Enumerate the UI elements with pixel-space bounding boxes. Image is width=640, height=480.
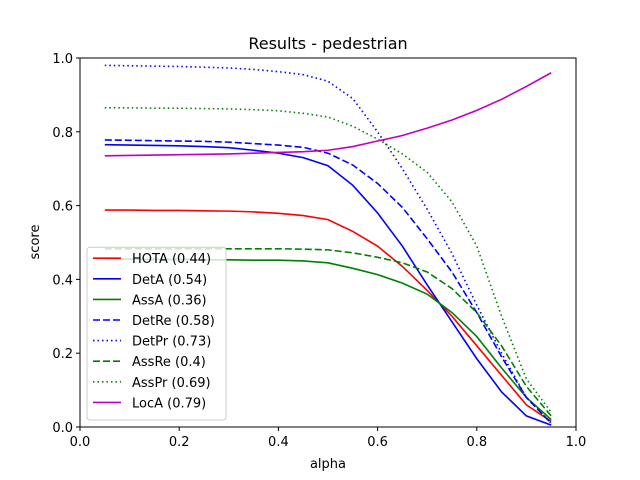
- series-line: [104, 64, 552, 424]
- plot-frame: [79, 57, 577, 428]
- legend-label: AssPr (0.69): [132, 376, 211, 391]
- y-tick-label: 0.4: [52, 273, 73, 288]
- y-tick-label: 0.2: [52, 347, 73, 362]
- x-tick-label: 0.8: [466, 435, 487, 450]
- series-line: [104, 209, 552, 423]
- legend-box: [86, 246, 227, 421]
- y-tick-label: 1.0: [52, 52, 73, 67]
- legend-label: DetRe (0.58): [132, 314, 215, 329]
- legend-label: AssA (0.36): [132, 293, 207, 308]
- legend-label: DetPr (0.73): [132, 335, 211, 350]
- series-line: [104, 72, 552, 157]
- series-line: [104, 143, 552, 426]
- y-tick-label: 0.0: [52, 421, 73, 436]
- y-tick-label: 0.8: [52, 126, 73, 141]
- x-tick-label: 1.0: [566, 435, 587, 450]
- series-line: [104, 139, 552, 424]
- x-tick-label: 0.2: [169, 435, 190, 450]
- legend-label: HOTA (0.44): [132, 252, 211, 267]
- legend-label: LocA (0.79): [132, 396, 206, 411]
- x-tick-label: 0.0: [70, 435, 91, 450]
- y-tick-label: 0.6: [52, 200, 73, 215]
- x-axis-label: alpha: [310, 457, 346, 472]
- legend-label: AssRe (0.4): [132, 355, 206, 370]
- y-axis-label: score: [28, 225, 43, 260]
- x-tick-label: 0.6: [367, 435, 388, 450]
- x-tick-label: 0.4: [268, 435, 289, 450]
- legend-label: DetA (0.54): [132, 273, 207, 288]
- chart-title: Results - pedestrian: [248, 34, 407, 53]
